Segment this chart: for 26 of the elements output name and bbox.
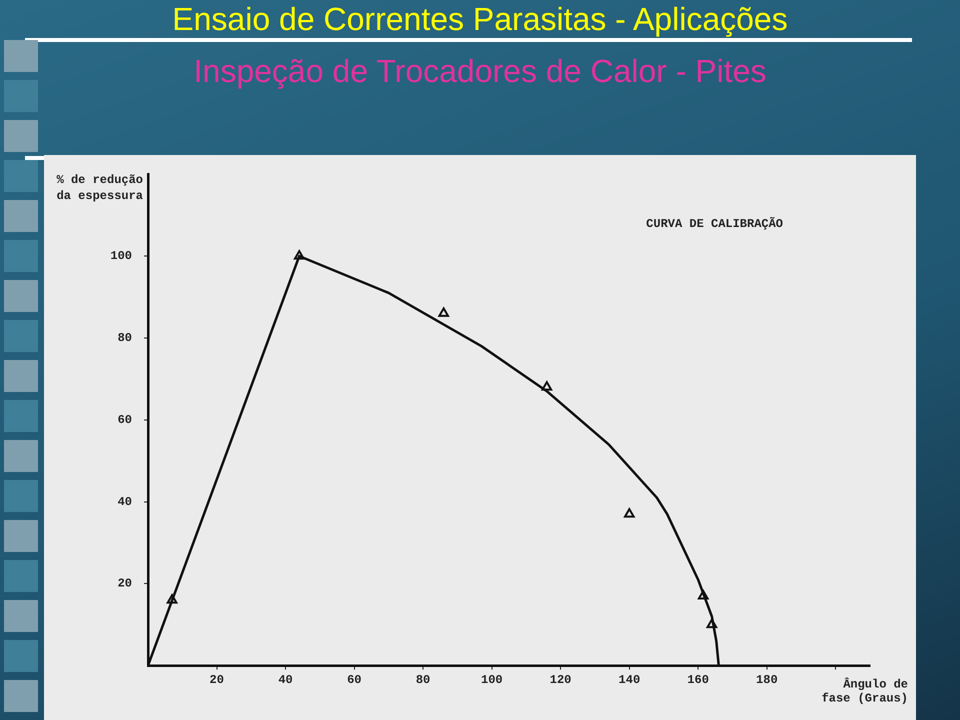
x-tick-label: 80 [416,672,430,687]
point [438,307,450,317]
y-tick-label: 40 [118,494,132,509]
y-tick-label: 60 [118,412,132,427]
point [706,618,718,628]
x-axis-title: Ângulo de fase (Graus) [822,678,908,706]
point [698,590,709,600]
x-tick-label: 120 [550,672,572,687]
x-tick-label: 40 [278,672,293,687]
x-tick-label: 60 [347,672,362,687]
point [294,250,305,260]
point [624,508,635,518]
x-tick-label: 180 [756,672,778,687]
y-tick-label: 80 [118,331,132,346]
chart-subtitle: Inspeção de Trocadores de Calor - Pites [192,52,768,90]
x-tick-label: 140 [618,672,640,687]
annotation: CURVA DE CALIBRAÇÃO [646,217,784,231]
y-axis-title: % de redução da espessura [56,173,143,203]
x-tick-label: 160 [687,672,709,687]
y-tick-label: 100 [110,249,132,264]
point [541,381,552,391]
x-tick-label: 20 [210,672,224,687]
chart-title: Ensaio de Correntes Parasitas - Aplicações [171,0,789,38]
y-tick-label: 20 [118,576,132,591]
x-tick-label: 100 [481,672,503,687]
point [166,594,178,604]
